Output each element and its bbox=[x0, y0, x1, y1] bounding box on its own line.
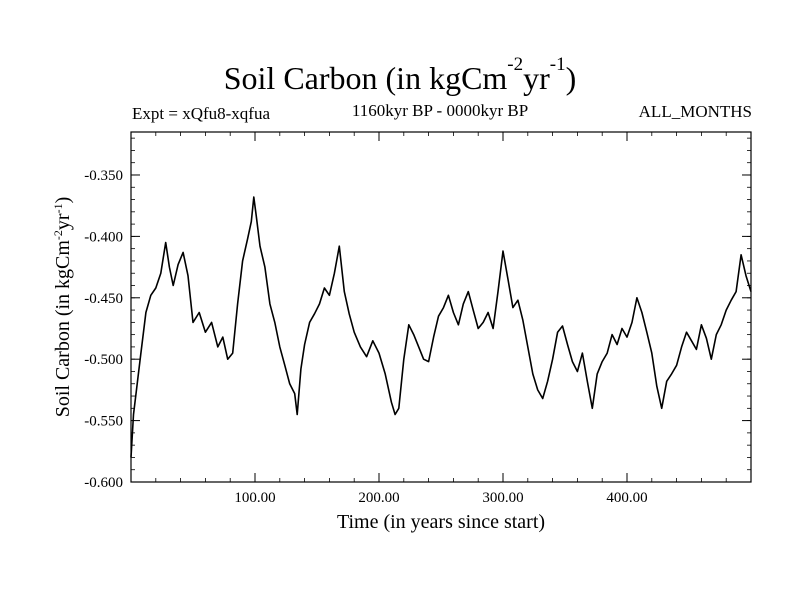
months-label: ALL_MONTHS bbox=[638, 102, 752, 121]
y-tick-label: -0.500 bbox=[84, 352, 123, 368]
ticks-layer: -0.600 -0.550 -0.500 -0.450 -0.400 -0.350 100.… bbox=[84, 132, 751, 506]
y-axis-title: Soil Carbon (in kgCm-2yr-1) bbox=[51, 197, 74, 418]
y-tick-label: -0.550 bbox=[84, 414, 123, 430]
x-tick-label: 200.00 bbox=[358, 490, 399, 506]
x-tick-label: 100.00 bbox=[234, 490, 275, 506]
plot-frame bbox=[130, 131, 752, 483]
title-end: ) bbox=[565, 60, 577, 96]
title-superscript-2: -1 bbox=[549, 54, 566, 75]
line-layer bbox=[130, 196, 752, 458]
series-line-0 bbox=[130, 196, 752, 458]
chart-title: Soil Carbon (in kgCm-2yr-1) bbox=[0, 55, 800, 98]
y-tick-label: -0.350 bbox=[84, 168, 123, 184]
x-axis-title: Time (in years since start) bbox=[337, 511, 545, 533]
title-superscript-1: -2 bbox=[507, 54, 524, 75]
x-tick-label: 300.00 bbox=[482, 490, 523, 506]
x-tick-label: 400.00 bbox=[606, 490, 647, 506]
title-main: Soil Carbon (in kgCm bbox=[223, 60, 508, 96]
y-tick-label: -0.400 bbox=[84, 229, 123, 245]
y-tick-label: -0.600 bbox=[84, 475, 123, 491]
period-label: 1160kyr BP - 0000kyr BP bbox=[351, 101, 529, 120]
y-tick-label: -0.450 bbox=[84, 291, 123, 307]
experiment-label: Expt = xQfu8-xqfua bbox=[132, 104, 271, 123]
title-mid: yr bbox=[523, 60, 550, 96]
